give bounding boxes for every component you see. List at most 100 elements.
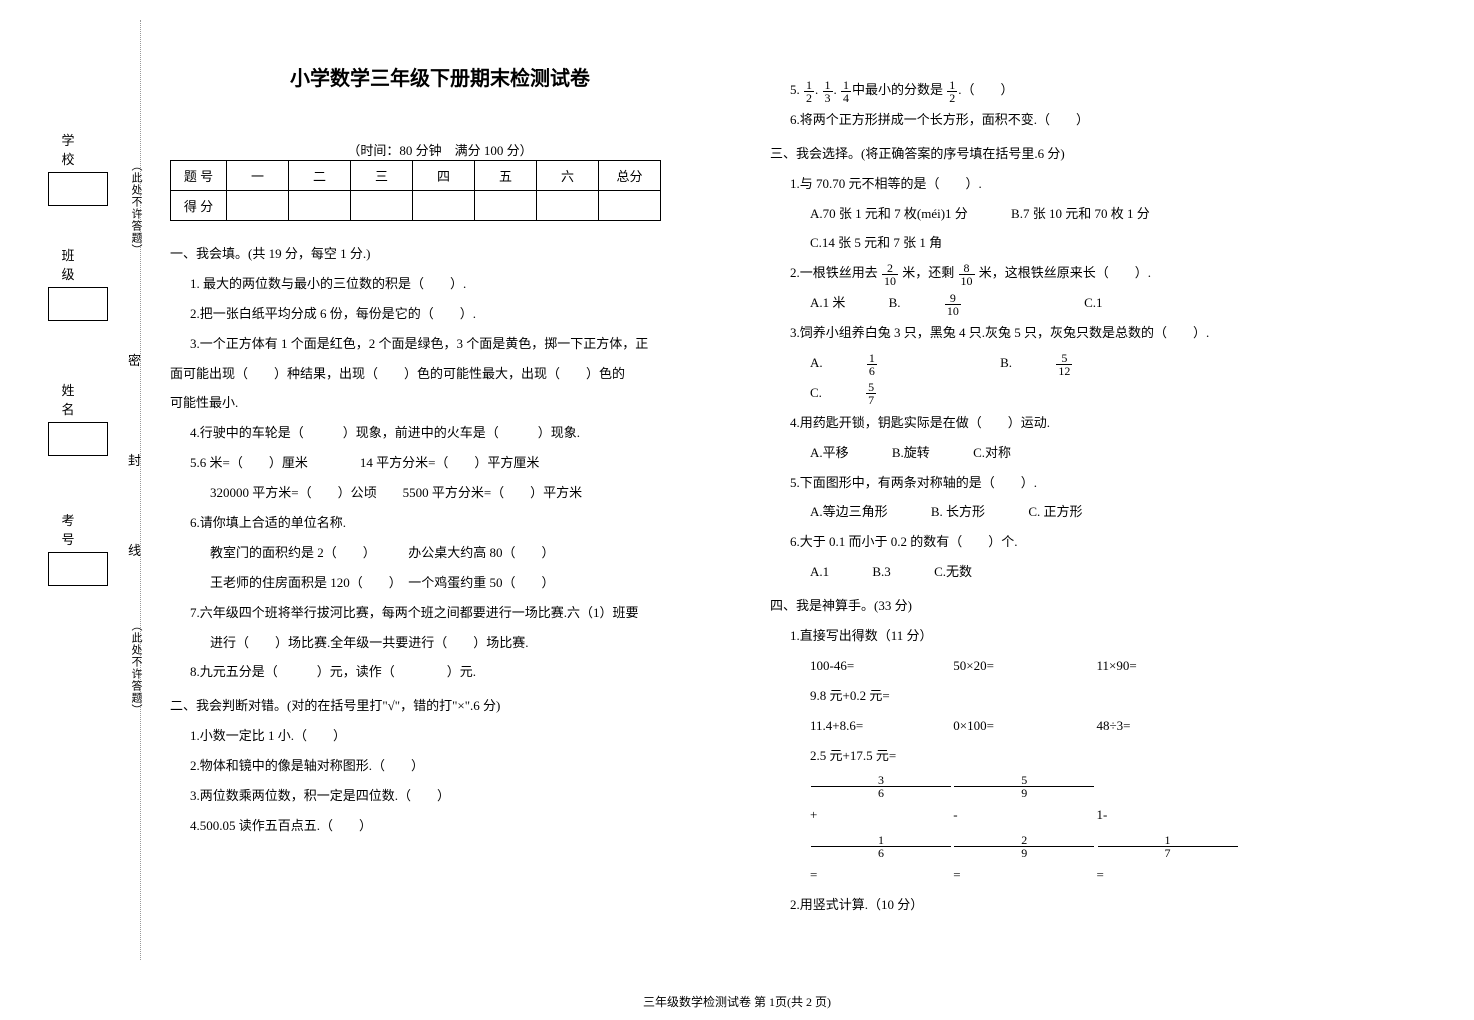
right-column: 5. 12. 13. 14中最小的分数是 12.（ ） 6.将两个正方形拼成一个…	[770, 75, 1370, 920]
s3-q1-opts: A.70 张 1 元和 7 枚(méi)1 分 B.7 张 10 元和 70 枚…	[810, 199, 1370, 229]
calc-row-3: 36+16= 59-29= 1-17=	[810, 770, 1370, 890]
frac: 36	[811, 774, 951, 799]
opt-b: B.7 张 10 元和 70 枚 1 分	[1011, 199, 1150, 229]
opt-c: C. 正方形	[1028, 497, 1082, 527]
examno-field: 考 号	[48, 510, 98, 586]
calc-row-2: 11.4+8.6= 0×100= 48÷3= 2.5 元+17.5 元=	[810, 711, 1370, 771]
s2-q3: 3.两位数乘两位数，积一定是四位数.（ ）	[190, 781, 740, 811]
calc: 0×100=	[953, 711, 1093, 741]
name-label: 姓 名	[48, 380, 98, 418]
score-col: 五	[475, 161, 537, 191]
s3-q6-opts: A.1 B.3 C.无数	[810, 557, 1370, 587]
score-col: 二	[289, 161, 351, 191]
s2-q5: 5. 12. 13. 14中最小的分数是 12.（ ）	[790, 75, 1370, 105]
s3-q1c: C.14 张 5 元和 7 张 1 角	[810, 228, 1370, 258]
score-col: 六	[537, 161, 599, 191]
s1-q7a: 7.六年级四个班将举行拔河比赛，每两个班之间都要进行一场比赛.六（1）班要	[190, 598, 740, 628]
examno-label: 考 号	[48, 510, 98, 548]
frac: 17	[1098, 834, 1238, 859]
score-cell	[227, 191, 289, 221]
s1-q2: 2.把一张白纸平均分成 6 份，每份是它的（ ）.	[190, 299, 740, 329]
s2-q6: 6.将两个正方形拼成一个长方形，面积不变.（ ）	[790, 105, 1370, 135]
table-row: 题 号 一 二 三 四 五 六 总分	[171, 161, 661, 191]
seal-xian: 线	[128, 540, 141, 559]
opt-a: A.1	[810, 557, 829, 587]
score-col: 四	[413, 161, 475, 191]
s1-q6: 6.请你填上合适的单位名称.	[190, 508, 740, 538]
s3-q6: 6.大于 0.1 而小于 0.2 的数有（ ）个.	[790, 527, 1370, 557]
s1-q5a: 5.6 米=（ ）厘米 14 平方分米=（ ）平方厘米	[190, 448, 740, 478]
s1-q6b: 王老师的住房面积是 120（ ） 一个鸡蛋约重 50（ ）	[210, 568, 740, 598]
score-hdr: 题 号	[171, 161, 227, 191]
opt-c: C.无数	[934, 557, 972, 587]
score-cell	[599, 191, 661, 221]
s2-q2: 2.物体和镜中的像是轴对称图形.（ ）	[190, 751, 740, 781]
calc: 36+16=	[810, 770, 950, 890]
s3-q2-opts: A.1 米 B. 910 C.1	[810, 288, 1370, 318]
seal-mi: 密	[128, 350, 141, 369]
name-field: 姓 名	[48, 380, 98, 456]
page-subtitle: （时间：80 分钟 满分 100 分）	[160, 140, 720, 159]
s1-q3b: 面可能出现（ ）种结果，出现（ ）色的可能性最大，出现（ ）色的	[170, 359, 740, 389]
opt-c: C.对称	[973, 438, 1011, 468]
calc: 50×20=	[953, 651, 1093, 681]
s1-q4: 4.行驶中的车轮是（ ）现象，前进中的火车是（ ）现象.	[190, 418, 740, 448]
opt-a: A.平移	[810, 438, 849, 468]
section-4-heading: 四、我是神算手。(33 分)	[770, 591, 1370, 621]
section-3-heading: 三、我会选择。(将正确答案的序号填在括号里.6 分)	[770, 139, 1370, 169]
s3-q5: 5.下面图形中，有两条对称轴的是（ ）.	[790, 468, 1370, 498]
s1-q6a: 教室门的面积约是 2（ ） 办公桌大约高 80（ ）	[210, 538, 740, 568]
s1-q1: 1. 最大的两位数与最小的三位数的积是（ ）.	[190, 269, 740, 299]
school-field: 学 校	[48, 130, 98, 206]
opt-b: B.旋转	[892, 438, 930, 468]
school-label: 学 校	[48, 130, 98, 168]
score-cell	[413, 191, 475, 221]
opt-b: B. 910	[889, 288, 1041, 318]
class-label: 班 级	[48, 245, 98, 283]
opt-b: B. 512	[1000, 348, 1152, 378]
calc-row-1: 100-46= 50×20= 11×90= 9.8 元+0.2 元=	[810, 651, 1370, 711]
table-row: 得 分	[171, 191, 661, 221]
calc: 11.4+8.6=	[810, 711, 950, 741]
calc: 11×90=	[1097, 651, 1237, 681]
s2-q1: 1.小数一定比 1 小.（ ）	[190, 721, 740, 751]
frac: 29	[954, 834, 1094, 859]
class-rect	[48, 287, 108, 321]
s3-q1: 1.与 70.70 元不相等的是（ ）.	[790, 169, 1370, 199]
section-1-heading: 一、我会填。(共 19 分，每空 1 分.)	[170, 239, 740, 269]
name-rect	[48, 422, 108, 456]
opt-b: B.3	[872, 557, 890, 587]
opt-a: A. 16	[810, 348, 957, 378]
binding-margin: 学 校 班 级 姓 名 考 号 （此处不许答题） 密 封 线 （此处不许答题）	[0, 0, 150, 960]
s1-q8: 8.九元五分是（ ）元，读作（ ）元.	[190, 657, 740, 687]
score-row2-label: 得 分	[171, 191, 227, 221]
score-cell	[537, 191, 599, 221]
frac: 14	[841, 79, 851, 104]
s3-q2: 2.一根铁丝用去 210 米，还剩 810 米，这根铁丝原来长（ ）.	[790, 258, 1370, 288]
opt-a: A.70 张 1 元和 7 枚(méi)1 分	[810, 199, 968, 229]
s1-q7b: 进行（ ）场比赛.全年级一共要进行（ ）场比赛.	[210, 628, 740, 658]
s1-q5b: 320000 平方米=（ ）公顷 5500 平方分米=（ ）平方米	[210, 478, 740, 508]
section-2-heading: 二、我会判断对错。(对的在括号里打"√"，错的打"×".6 分)	[170, 691, 740, 721]
frac: 12	[947, 79, 957, 104]
frac: 512	[1056, 352, 1112, 377]
score-col: 三	[351, 161, 413, 191]
left-column: 一、我会填。(共 19 分，每空 1 分.) 1. 最大的两位数与最小的三位数的…	[170, 235, 740, 841]
s1-q3a: 3.一个正方体有 1 个面是红色，2 个面是绿色，3 个面是黄色，掷一下正方体，…	[190, 329, 740, 359]
no-answer-top: （此处不许答题）	[128, 160, 144, 256]
opt-a: A.等边三角形	[810, 497, 888, 527]
score-col: 总分	[599, 161, 661, 191]
school-rect	[48, 172, 108, 206]
calc: 9.8 元+0.2 元=	[810, 681, 950, 711]
frac: 16	[867, 352, 917, 377]
score-table: 题 号 一 二 三 四 五 六 总分 得 分	[170, 160, 661, 221]
calc: 48÷3=	[1097, 711, 1237, 741]
frac: 910	[945, 292, 1001, 317]
opt-c: C. 57	[810, 378, 956, 408]
frac: 210	[882, 262, 898, 287]
s4-p1: 1.直接写出得数（11 分）	[790, 621, 1370, 651]
s1-q3c: 可能性最小.	[170, 388, 740, 418]
frac: 12	[804, 79, 814, 104]
opt-a: A.1 米	[810, 288, 845, 318]
calc: 1-17=	[1097, 800, 1237, 890]
